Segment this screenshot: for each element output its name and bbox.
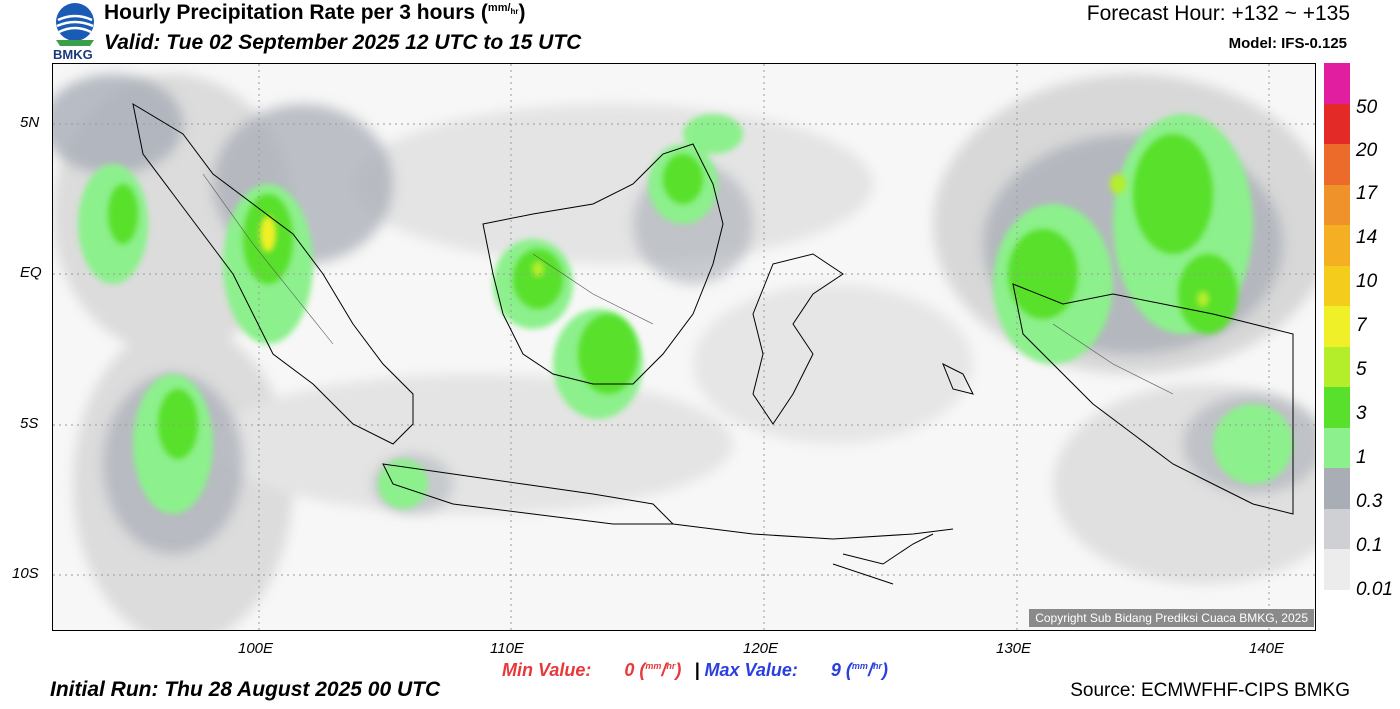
legend-label: 0.3	[1356, 491, 1383, 512]
data-source: Source: ECMWFHF-CIPS BMKG	[1070, 680, 1350, 701]
legend-swatch	[1324, 184, 1350, 226]
legend-label: 10	[1356, 271, 1378, 292]
legend-label: 7	[1356, 315, 1367, 336]
legend-swatch	[1324, 265, 1350, 307]
bmkg-logo: BMKG	[52, 2, 98, 62]
copyright-notice: Copyright Sub Bidang Prediksi Cuaca BMKG…	[1029, 609, 1314, 627]
legend-label: 17	[1356, 183, 1378, 204]
title-text: Hourly Precipitation Rate per 3 hours	[104, 1, 476, 24]
min-unit: (mm/hr)	[639, 660, 682, 680]
min-label: Min Value:	[502, 660, 592, 680]
legend-swatch	[1324, 387, 1350, 428]
graticule	[53, 64, 1315, 630]
legend-swatch	[1324, 306, 1350, 347]
precip-yellow-layer	[260, 174, 1209, 307]
logo-lettering: BMKG	[53, 47, 93, 62]
max-unit: (mm/hr)	[845, 660, 888, 680]
min-value: 0	[624, 660, 635, 680]
legend-swatch	[1324, 346, 1350, 388]
model-name: Model: IFS-0.125	[1228, 35, 1347, 52]
lon-label-140e: 140E	[1249, 640, 1285, 657]
precip-green-layer	[108, 134, 1238, 459]
min-max-values: Min Value: 0 (mm/hr) | Max Value: 9 (mm/…	[502, 660, 888, 681]
legend-swatch	[1324, 63, 1350, 104]
legend-label: 0.1	[1356, 535, 1383, 556]
legend-swatch	[1324, 468, 1350, 509]
map-canvas	[53, 64, 1315, 630]
legend-label: 0.01	[1356, 579, 1393, 600]
lon-label-120e: 120E	[743, 640, 779, 657]
legend-label: 3	[1356, 403, 1367, 424]
lat-label-10s: 10S	[12, 565, 39, 582]
map-title: Hourly Precipitation Rate per 3 hours (m…	[104, 1, 526, 24]
precipitation-map[interactable]	[52, 63, 1316, 631]
legend-colorbar	[1324, 63, 1350, 590]
lon-label-130e: 130E	[996, 640, 1032, 657]
legend-swatch	[1324, 144, 1350, 185]
title-unit: mm/hr	[487, 2, 519, 17]
forecast-hour: Forecast Hour: +132 ~ +135	[1086, 2, 1350, 25]
legend-swatch	[1324, 103, 1350, 145]
lat-label-5s: 5S	[20, 415, 39, 432]
legend-label: 50	[1356, 97, 1378, 118]
coastlines	[132, 102, 1294, 585]
separator: |	[694, 660, 700, 680]
legend-swatch	[1324, 549, 1350, 590]
legend-swatch	[1324, 225, 1350, 266]
lon-label-110e: 110E	[490, 640, 524, 657]
lat-label-eq: EQ	[20, 264, 42, 281]
max-label: Max Value:	[704, 660, 798, 680]
admin-borders	[202, 173, 1174, 395]
legend-label: 14	[1356, 227, 1378, 248]
legend-label: 20	[1356, 140, 1378, 161]
initial-run: Initial Run: Thu 28 August 2025 00 UTC	[50, 678, 441, 701]
legend-label: 1	[1356, 447, 1367, 468]
max-value: 9	[830, 660, 841, 680]
valid-time: Valid: Tue 02 September 2025 12 UTC to 1…	[104, 31, 582, 54]
legend-label: 5	[1356, 359, 1367, 380]
lon-label-100e: 100E	[238, 640, 274, 657]
legend-swatch	[1324, 427, 1350, 469]
legend-labels: 50 20 17 14 10 7 5 3 1 0.3 0.1 0.01	[1356, 63, 1400, 603]
legend-swatch	[1324, 508, 1350, 550]
lat-label-5n: 5N	[20, 114, 40, 131]
